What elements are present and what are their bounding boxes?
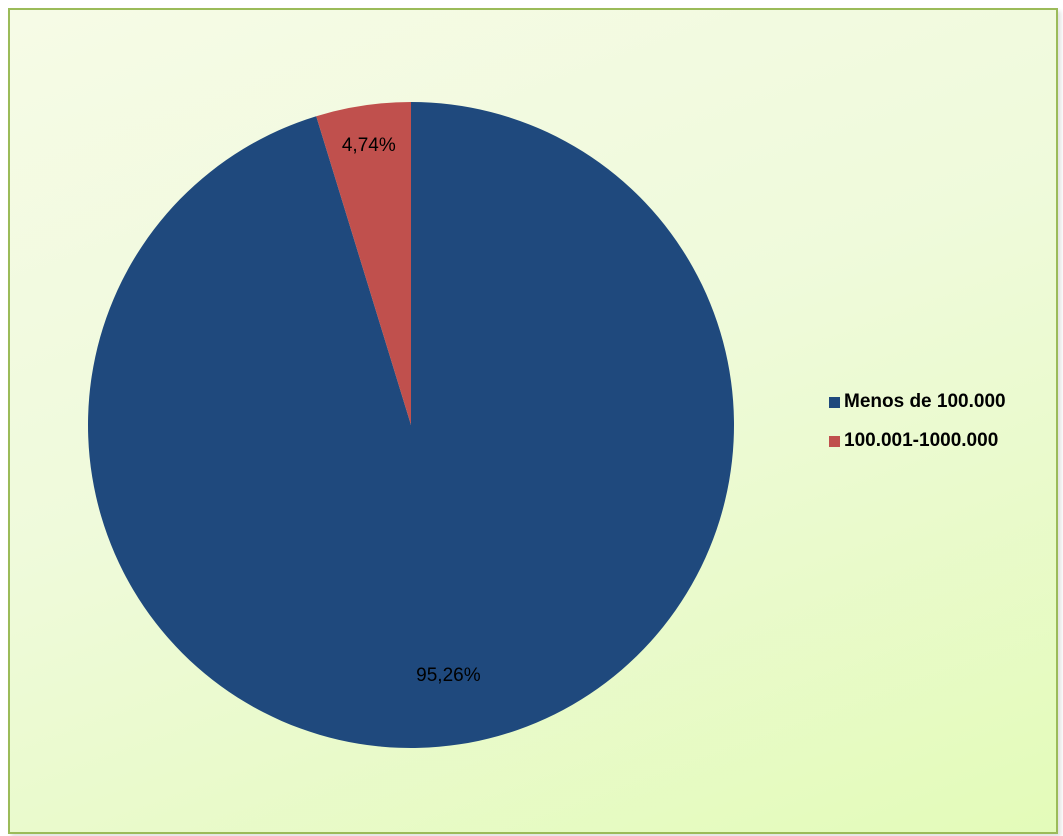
- pie-slice-100001-1000000: [316, 102, 411, 425]
- legend-label: 100.001-1000.000: [844, 430, 999, 451]
- legend-swatch: [829, 396, 840, 408]
- data-label-100001-1000000: 4,74%: [342, 135, 396, 156]
- legend: Menos de 100.000 100.001-1000.000: [829, 391, 1006, 469]
- legend-item-menos-de-100000: Menos de 100.000: [829, 391, 1006, 413]
- data-label-menos-de-100000: 95,26%: [416, 665, 481, 686]
- legend-item-100001-1000000: 100.001-1000.000: [829, 430, 1006, 452]
- legend-swatch: [829, 435, 840, 447]
- pie-slice-menos-de-100000: [88, 102, 735, 748]
- legend-label: Menos de 100.000: [844, 391, 1006, 412]
